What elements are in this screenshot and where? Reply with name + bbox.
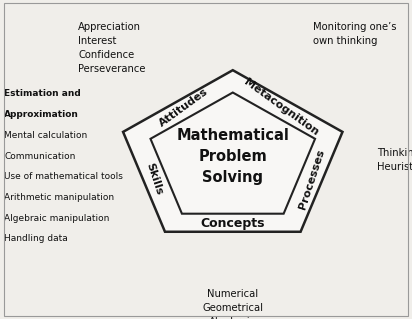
Text: Processes: Processes xyxy=(297,148,326,211)
Text: Numerical
Geometrical
Algebraic
Statistical: Numerical Geometrical Algebraic Statisti… xyxy=(202,289,263,319)
Text: Concepts: Concepts xyxy=(201,217,265,230)
Text: Approximation: Approximation xyxy=(4,110,79,119)
Text: Handling data: Handling data xyxy=(4,234,68,243)
Text: Thinking skills
Heuristics: Thinking skills Heuristics xyxy=(377,147,412,172)
Text: Metacognition: Metacognition xyxy=(242,77,321,138)
Text: Estimation and: Estimation and xyxy=(4,89,81,98)
Polygon shape xyxy=(123,70,342,232)
Text: Arithmetic manipulation: Arithmetic manipulation xyxy=(4,193,114,202)
Text: Monitoring one’s
own thinking: Monitoring one’s own thinking xyxy=(313,22,397,46)
Text: Use of mathematical tools: Use of mathematical tools xyxy=(4,172,123,181)
Text: Mathematical
Problem
Solving: Mathematical Problem Solving xyxy=(176,128,289,185)
Text: Appreciation
Interest
Confidence
Perseverance: Appreciation Interest Confidence Perseve… xyxy=(78,22,146,74)
Text: Skills: Skills xyxy=(144,162,164,197)
Text: Mental calculation: Mental calculation xyxy=(4,131,87,140)
Text: Algebraic manipulation: Algebraic manipulation xyxy=(4,214,110,223)
Polygon shape xyxy=(150,93,315,214)
Text: Communication: Communication xyxy=(4,152,75,160)
Text: Attitudes: Attitudes xyxy=(158,86,211,129)
